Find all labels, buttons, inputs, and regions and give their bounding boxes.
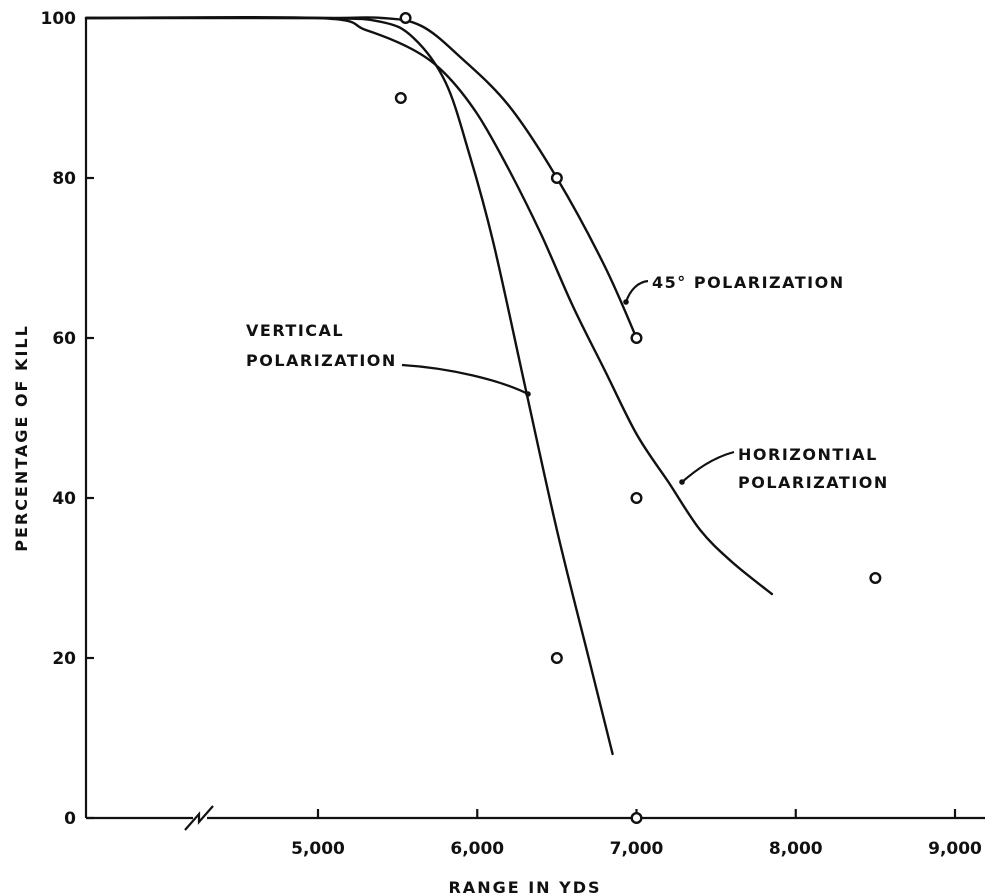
x-axis-break-mark [184,805,214,831]
data-point [550,652,563,665]
data-point [399,11,412,25]
leader-line [401,363,529,395]
curve-vertical-polarization [84,16,614,756]
data-points [394,11,882,825]
y-tick-label: 40 [52,489,76,509]
data-point [550,171,563,184]
y-tick-label: 20 [52,649,76,669]
leader-arrowhead [623,299,629,305]
leader-arrowhead [679,479,685,485]
leader-line [681,450,735,483]
label-horizontal-polarization: HORIZONTIAL [738,445,878,464]
y-tick-label: 60 [52,329,76,349]
x-tick-label: 9,000 [928,839,982,859]
ticks: 0 20 40 60 80 100 5,000 6,000 7,000 8,000 9,000 [41,9,983,859]
y-tick-label: 80 [52,169,76,189]
x-tick-label: 8,000 [769,839,823,859]
label-vertical-polarization: VERTICAL [246,321,344,340]
data-point [630,492,643,505]
annotations: 45° POLARIZATION VERTICAL POLARIZATION HORI… [246,273,889,492]
y-tick-label: 100 [41,9,77,29]
data-point [394,91,407,104]
leader-arrowhead [525,391,531,397]
curve-horizontal-polarization [84,15,774,596]
axes [84,18,985,831]
label-horizontal-polarization: POLARIZATION [738,473,889,492]
axis-labels: RANGE IN YDS PERCENTAGE OF KILL [12,324,601,896]
y-tick-label: 0 [64,809,76,829]
x-tick-label: 7,000 [610,839,664,859]
leader-line [624,279,649,303]
data-point [869,572,882,585]
label-vertical-polarization: POLARIZATION [246,351,397,370]
y-axis-label: PERCENTAGE OF KILL [12,324,31,552]
data-point [630,332,643,345]
curves [84,15,774,756]
x-tick-label: 6,000 [450,839,504,859]
x-tick-label: 5,000 [291,839,345,859]
x-axis-label: RANGE IN YDS [448,878,601,896]
label-45-polarization: 45° POLARIZATION [652,273,845,292]
data-point [630,812,643,825]
